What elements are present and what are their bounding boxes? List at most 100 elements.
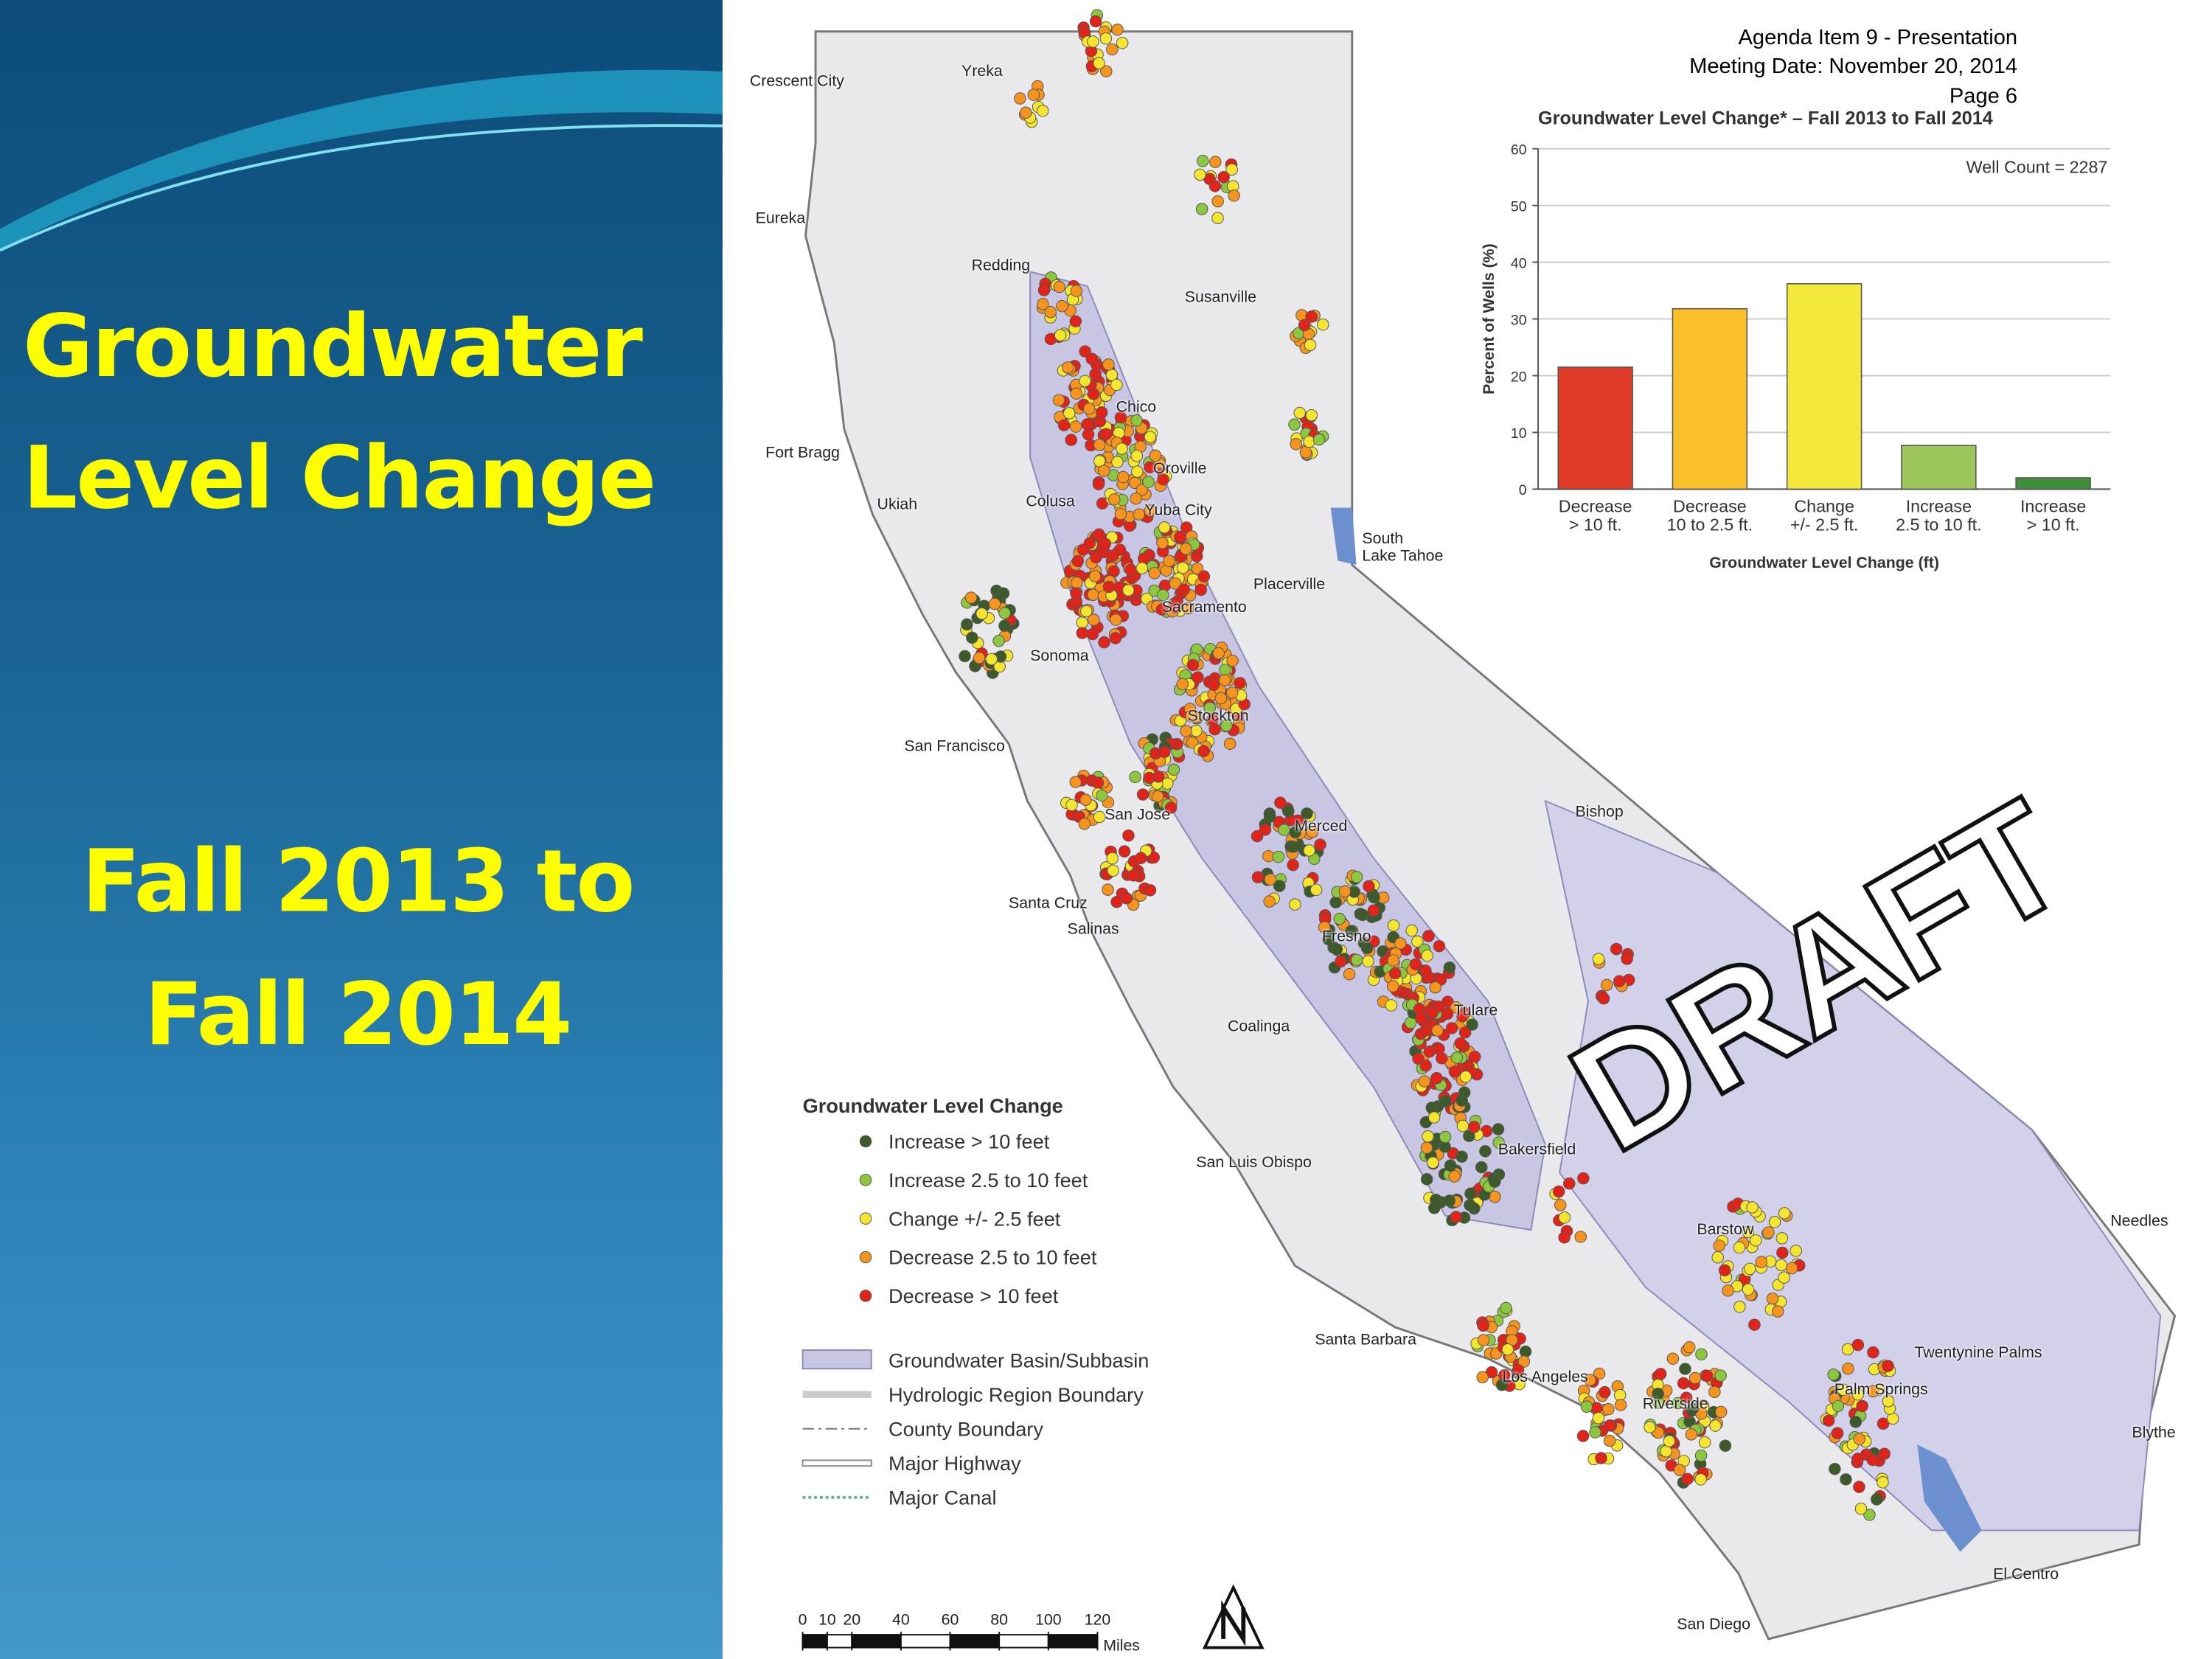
- legend-label: County Boundary: [888, 1417, 1043, 1440]
- well-dot: [1477, 1334, 1490, 1346]
- well-dot: [1234, 677, 1246, 689]
- well-dot: [1362, 955, 1374, 967]
- scale-tick-label: 80: [990, 1611, 1008, 1629]
- well-dot: [1831, 1427, 1844, 1439]
- y-tick-label: 20: [1511, 369, 1527, 385]
- city-label: San Francisco: [904, 737, 1005, 756]
- well-dot: [1842, 1363, 1854, 1375]
- well-dot: [1866, 1453, 1879, 1467]
- well-dots: [959, 9, 1899, 1521]
- well-dot: [1182, 602, 1194, 615]
- well-dot: [1289, 826, 1301, 839]
- well-dot: [1776, 1246, 1789, 1259]
- well-dot: [1552, 1185, 1565, 1198]
- well-dot: [1088, 570, 1102, 582]
- well-dot: [1878, 1447, 1891, 1460]
- scale-tick-label: 100: [1035, 1611, 1062, 1629]
- city-label: Los Angeles: [1502, 1368, 1588, 1386]
- well-dot: [1476, 1371, 1489, 1384]
- city-label: Coalinga: [1227, 1018, 1290, 1036]
- well-dot: [1127, 869, 1140, 882]
- well-dot: [1163, 554, 1175, 567]
- well-dot: [1589, 1426, 1601, 1439]
- legend-swatch: [859, 1251, 872, 1264]
- well-dot: [1144, 461, 1156, 473]
- well-dot: [1264, 873, 1276, 886]
- well-dot: [1207, 678, 1220, 692]
- city-label: Crescent City: [749, 72, 844, 91]
- well-dot: [1666, 1352, 1680, 1365]
- well-dot: [1065, 799, 1078, 812]
- well-dot: [1136, 788, 1150, 801]
- well-dot: [1698, 1436, 1711, 1449]
- header-line: Page 6: [1949, 84, 2018, 109]
- well-dot: [1426, 1006, 1439, 1019]
- well-dot: [1411, 935, 1424, 948]
- well-dot: [1174, 530, 1186, 543]
- well-dot: [1305, 408, 1318, 422]
- well-dot: [1220, 719, 1233, 732]
- well-dot: [1495, 1379, 1509, 1391]
- well-dot: [1713, 1239, 1725, 1252]
- well-dot: [1093, 439, 1106, 451]
- well-dot: [1414, 1012, 1427, 1025]
- well-dot: [1554, 1199, 1567, 1211]
- well-dot: [1455, 1150, 1468, 1163]
- well-dot: [1489, 1190, 1501, 1203]
- x-axis-label: Groundwater Level Change (ft): [1709, 554, 1939, 571]
- well-dot: [1190, 725, 1203, 737]
- well-dot: [1404, 1016, 1417, 1029]
- well-dot: [1450, 1211, 1463, 1223]
- well-dot: [1114, 507, 1127, 521]
- well-dot: [1686, 1402, 1700, 1415]
- well-dot: [1621, 953, 1633, 965]
- well-dot: [1099, 32, 1113, 45]
- legend-label: Major Canal: [888, 1486, 996, 1509]
- well-dot: [1766, 1292, 1779, 1305]
- well-dot: [1081, 418, 1093, 431]
- well-dot: [1464, 1199, 1476, 1211]
- well-dot: [1356, 908, 1369, 922]
- well-dot: [1853, 1481, 1865, 1493]
- well-dot: [1677, 1377, 1690, 1390]
- well-dot: [1614, 1399, 1627, 1411]
- well-dot: [1078, 817, 1091, 830]
- well-dot: [1251, 830, 1264, 843]
- x-tick-label: Change +/- 2.5 ft.: [1790, 496, 1859, 535]
- well-dot: [1117, 470, 1130, 484]
- well-dot: [1871, 1493, 1883, 1506]
- scale-tick-label: 60: [942, 1611, 959, 1629]
- well-dot: [1129, 771, 1141, 784]
- well-dot: [1856, 1399, 1868, 1413]
- well-dot: [1466, 1018, 1478, 1031]
- well-dot: [1054, 329, 1067, 341]
- well-dot: [1711, 1251, 1724, 1264]
- city-label: Salinas: [1067, 921, 1119, 939]
- well-dot: [1079, 375, 1091, 388]
- well-dot: [1110, 613, 1122, 626]
- well-dot: [1037, 298, 1049, 310]
- legend: Groundwater Level Change Increase > 10 fe…: [799, 1094, 1150, 1654]
- well-dot: [1122, 829, 1135, 842]
- legend-label: Groundwater Basin/Subbasin: [888, 1349, 1149, 1371]
- y-tick-label: 0: [1519, 482, 1527, 498]
- well-dot: [1427, 1111, 1441, 1124]
- well-dot: [1080, 605, 1093, 618]
- well-dot: [1422, 1130, 1434, 1143]
- well-dot: [1109, 632, 1122, 644]
- well-dot: [1116, 442, 1128, 455]
- well-dot: [1742, 1283, 1755, 1296]
- well-dot: [1156, 537, 1169, 549]
- well-dot: [1226, 654, 1239, 667]
- well-dot: [1155, 603, 1169, 616]
- well-dot: [1603, 1434, 1616, 1447]
- scale-tick-label: 20: [843, 1611, 860, 1629]
- well-dot: [1422, 930, 1435, 942]
- well-dot: [1107, 493, 1121, 506]
- well-dot: [1197, 745, 1210, 757]
- well-dot: [1592, 1412, 1605, 1425]
- well-dot: [975, 608, 988, 620]
- well-dot: [1301, 807, 1313, 820]
- well-dot: [1148, 567, 1161, 580]
